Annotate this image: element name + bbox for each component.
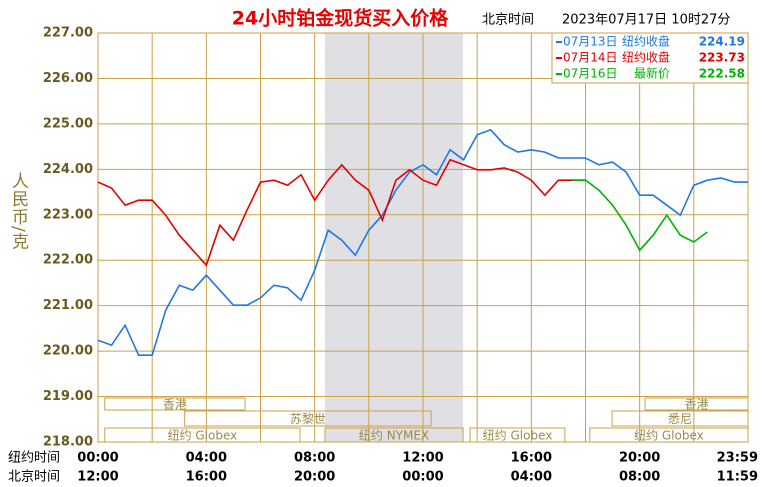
- session-label: 苏黎世: [290, 412, 326, 426]
- legend-name: 07月13日: [563, 35, 618, 49]
- y-tick-label: 219.00: [43, 389, 93, 404]
- session-bar: [104, 397, 246, 411]
- x-row-label: 纽约时间: [8, 451, 60, 466]
- x-tick-label: 11:59: [717, 470, 758, 485]
- series-line: [572, 179, 708, 252]
- y-tick-label: 227.00: [43, 26, 93, 41]
- legend-box: [551, 32, 749, 84]
- legend-value: 223.73: [699, 51, 745, 65]
- y-tick-label: 221.00: [43, 298, 93, 313]
- x-tick-label: 12:00: [402, 451, 443, 466]
- x-tick-label: 04:00: [511, 470, 552, 485]
- session-label: 香港: [163, 398, 187, 412]
- session-bar: [184, 410, 432, 427]
- x-tick-label: 00:00: [77, 451, 118, 466]
- y-tick-label: 225.00: [43, 116, 93, 131]
- session-label: 纽约 Globex: [483, 428, 553, 443]
- legend-name: 07月14日: [563, 51, 618, 65]
- timestamp: 2023年07月17日 10时27分: [562, 13, 730, 28]
- x-tick-label: 04:00: [186, 451, 227, 466]
- y-tick-label: 218.00: [43, 435, 93, 450]
- y-tick-label: 220.00: [43, 344, 93, 359]
- legend-value: 222.58: [699, 67, 745, 81]
- session-label: 香港: [685, 398, 709, 412]
- x-tick-label: 08:00: [294, 451, 335, 466]
- x-tick-label: 20:00: [619, 451, 660, 466]
- y-tick-label: 224.00: [43, 162, 93, 177]
- x-tick-label: 08:00: [619, 470, 660, 485]
- x-tick-label: 23:59: [717, 451, 758, 466]
- series-line: [97, 128, 748, 356]
- x-tick-label: 00:00: [402, 470, 443, 485]
- x-tick-label: 12:00: [77, 470, 118, 485]
- legend-note: 纽约收盘: [622, 34, 670, 49]
- y-tick-label: 223.00: [43, 207, 93, 222]
- y-axis-label: 人民币/克: [8, 172, 28, 251]
- x-tick-label: 16:00: [511, 451, 552, 466]
- series-line: [97, 158, 586, 267]
- x-row-label: 北京时间: [8, 470, 60, 485]
- session-label: 纽约 Globex: [634, 428, 704, 443]
- session-label: 纽约 Globex: [168, 428, 238, 443]
- session-label: 纽约 NYMEX: [359, 428, 429, 443]
- time-zone: 北京时间: [482, 13, 534, 28]
- legend-note: 最新价: [634, 66, 670, 81]
- chart-title: 24小时铂金现货买入价格: [232, 7, 449, 30]
- x-tick-label: 20:00: [294, 470, 335, 485]
- legend-note: 纽约收盘: [622, 50, 670, 65]
- shaded-region: [324, 33, 464, 442]
- x-tick-label: 16:00: [186, 470, 227, 485]
- legend-name: 07月16日: [563, 67, 618, 81]
- y-tick-label: 226.00: [43, 71, 93, 86]
- session-label: 悉尼: [668, 412, 692, 426]
- y-tick-label: 222.00: [43, 253, 93, 268]
- legend-value: 224.19: [699, 35, 745, 49]
- plot-frame: [97, 32, 749, 443]
